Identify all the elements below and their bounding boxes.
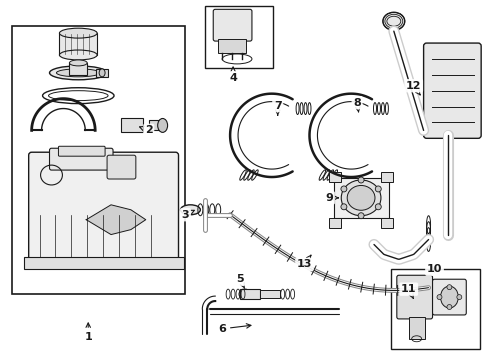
Bar [390,269,479,349]
Bar [12,26,185,294]
Ellipse shape [157,118,167,132]
FancyBboxPatch shape [423,43,480,138]
Text: 3: 3 [181,210,194,220]
Ellipse shape [180,205,200,215]
Ellipse shape [99,69,105,77]
FancyBboxPatch shape [29,152,178,267]
Bar [328,218,341,228]
Bar [218,39,245,53]
Text: 13: 13 [296,255,311,269]
Bar [328,172,341,182]
Bar [148,121,163,130]
Bar [69,63,87,75]
Bar [380,218,392,228]
Bar [240,289,259,299]
Ellipse shape [49,66,107,80]
Text: 8: 8 [352,98,360,112]
Bar [408,317,424,339]
Polygon shape [86,205,145,235]
FancyBboxPatch shape [213,9,251,41]
Text: 11: 11 [400,284,416,298]
Ellipse shape [374,186,381,192]
Ellipse shape [239,289,250,299]
Ellipse shape [440,286,457,308]
Ellipse shape [340,186,346,192]
Bar [334,178,388,218]
Ellipse shape [60,28,97,38]
FancyBboxPatch shape [49,148,113,170]
Text: 10: 10 [426,264,441,274]
Ellipse shape [374,204,381,210]
Text: 2: 2 [139,125,152,135]
Ellipse shape [446,305,451,310]
Text: 7: 7 [273,100,281,115]
Ellipse shape [341,180,380,216]
Bar [96,69,108,77]
Ellipse shape [340,204,346,210]
Ellipse shape [346,185,374,210]
Text: 5: 5 [236,274,244,288]
Text: 4: 4 [229,67,237,83]
Text: 12: 12 [405,81,421,95]
Ellipse shape [456,294,461,300]
Ellipse shape [446,285,451,290]
Ellipse shape [60,50,97,60]
FancyBboxPatch shape [59,146,105,156]
FancyBboxPatch shape [107,155,136,179]
Text: 1: 1 [84,323,92,342]
Ellipse shape [357,213,364,219]
Bar [380,172,392,182]
FancyBboxPatch shape [396,275,432,319]
Bar [205,6,272,68]
Bar [60,33,97,55]
Text: 9: 9 [325,193,338,203]
Ellipse shape [56,69,100,77]
Bar [259,290,279,298]
Bar [121,118,142,132]
FancyBboxPatch shape [432,279,466,315]
Ellipse shape [69,60,87,66]
Ellipse shape [436,294,441,300]
Ellipse shape [357,177,364,183]
Ellipse shape [382,12,404,30]
Text: 6: 6 [218,324,250,334]
Bar [24,257,184,269]
